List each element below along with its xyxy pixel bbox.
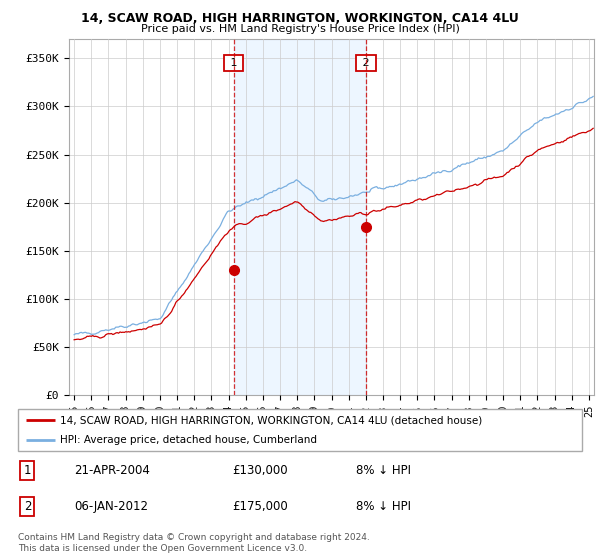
Text: 14, SCAW ROAD, HIGH HARRINGTON, WORKINGTON, CA14 4LU (detached house): 14, SCAW ROAD, HIGH HARRINGTON, WORKINGT… [60, 415, 482, 425]
Text: 14, SCAW ROAD, HIGH HARRINGTON, WORKINGTON, CA14 4LU: 14, SCAW ROAD, HIGH HARRINGTON, WORKINGT… [81, 12, 519, 25]
Text: Price paid vs. HM Land Registry's House Price Index (HPI): Price paid vs. HM Land Registry's House … [140, 24, 460, 34]
Text: 1: 1 [23, 464, 31, 477]
Text: £175,000: £175,000 [232, 500, 288, 513]
Text: 2: 2 [359, 58, 373, 68]
Text: 06-JAN-2012: 06-JAN-2012 [74, 500, 148, 513]
Text: £130,000: £130,000 [232, 464, 288, 477]
Text: Contains HM Land Registry data © Crown copyright and database right 2024.
This d: Contains HM Land Registry data © Crown c… [18, 533, 370, 553]
Text: HPI: Average price, detached house, Cumberland: HPI: Average price, detached house, Cumb… [60, 435, 317, 445]
Text: 2: 2 [23, 500, 31, 513]
Text: 8% ↓ HPI: 8% ↓ HPI [356, 464, 412, 477]
FancyBboxPatch shape [18, 409, 582, 451]
Bar [234, 39, 366, 395]
Text: 1: 1 [227, 58, 241, 68]
Text: 8% ↓ HPI: 8% ↓ HPI [356, 500, 412, 513]
Text: 21-APR-2004: 21-APR-2004 [74, 464, 150, 477]
